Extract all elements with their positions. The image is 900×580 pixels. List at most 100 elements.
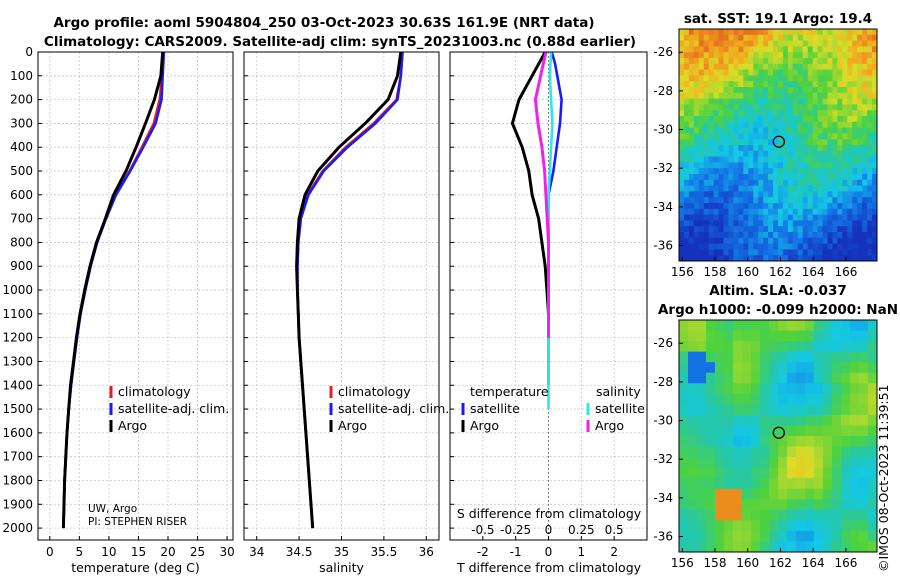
map-cell xyxy=(822,127,828,134)
map-cell xyxy=(733,150,739,157)
map-cell xyxy=(827,58,833,65)
map-cell xyxy=(688,162,695,169)
map-cell xyxy=(743,58,749,65)
map-cell xyxy=(862,81,868,88)
map-cell xyxy=(760,372,770,384)
map-cell xyxy=(867,249,873,256)
map-cell xyxy=(807,87,814,94)
map-cell xyxy=(850,541,860,553)
map-cell xyxy=(708,92,715,99)
map-cell xyxy=(852,150,858,157)
map-cell xyxy=(802,52,809,59)
map-cell xyxy=(723,58,729,65)
map-cell xyxy=(847,162,853,169)
map-cell xyxy=(822,87,828,94)
map-cell xyxy=(792,214,799,221)
map-cell xyxy=(708,226,715,233)
map-cell xyxy=(807,168,814,175)
map-cell xyxy=(823,351,833,363)
map-cell xyxy=(850,372,860,384)
map-cell xyxy=(841,457,851,469)
map-cell xyxy=(797,174,804,181)
map-cell xyxy=(763,58,769,65)
map-cell xyxy=(787,425,797,437)
map-cell xyxy=(778,226,784,233)
map-cell xyxy=(683,40,690,47)
map-cell xyxy=(812,214,818,221)
map-cell xyxy=(827,145,833,152)
map-cell xyxy=(738,208,744,215)
map-cell xyxy=(827,197,833,204)
map-cell xyxy=(814,446,824,458)
map-cell xyxy=(679,168,685,175)
map-cell xyxy=(688,436,698,447)
map-cell xyxy=(715,341,725,353)
map-cell xyxy=(787,81,794,88)
map-cell xyxy=(768,92,774,99)
map-cell xyxy=(832,330,842,342)
map-cell xyxy=(679,362,689,374)
map-cell xyxy=(763,116,769,123)
y-tick-label: 1600 xyxy=(2,426,33,440)
map-cell xyxy=(805,541,815,553)
map-cell xyxy=(807,75,814,82)
map-cell xyxy=(758,237,764,244)
map-cell xyxy=(837,110,843,117)
map-cell xyxy=(812,232,818,239)
map-cell xyxy=(807,116,814,123)
map-cell xyxy=(760,457,770,469)
map-cell xyxy=(852,75,858,82)
map-cell xyxy=(698,145,705,152)
map-cell xyxy=(753,29,759,36)
legend-s-argo-label: Argo xyxy=(595,418,624,433)
map-cell xyxy=(753,58,759,65)
map-cell xyxy=(738,81,744,88)
map-cell xyxy=(814,362,824,374)
map-cell xyxy=(792,110,799,117)
map-cell xyxy=(768,29,774,36)
map-cell xyxy=(683,185,690,192)
map-cell xyxy=(802,220,809,227)
map-cell xyxy=(724,467,734,479)
map-lon-label: 162 xyxy=(769,556,792,570)
map-cell xyxy=(797,29,804,36)
map-cell xyxy=(787,139,794,146)
map-cell xyxy=(814,341,824,353)
map-cell xyxy=(787,478,797,490)
map-cell xyxy=(758,92,764,99)
map-cell xyxy=(706,320,716,331)
map-cell xyxy=(797,255,804,262)
map-cell xyxy=(688,127,695,134)
map-cell xyxy=(850,436,860,447)
map-cell xyxy=(760,393,770,405)
map-cell xyxy=(742,457,752,469)
map-cell xyxy=(733,104,739,111)
map-cell xyxy=(706,541,716,553)
map-cell xyxy=(748,52,754,59)
map-cell xyxy=(792,150,799,157)
map-cell xyxy=(812,29,818,36)
map-cell xyxy=(807,121,814,128)
map-cell xyxy=(812,168,818,175)
map-cell xyxy=(713,243,719,250)
map-cell xyxy=(706,341,716,353)
map-cell xyxy=(778,320,788,331)
map-cell xyxy=(688,499,698,511)
map-cell xyxy=(742,467,752,479)
map-cell xyxy=(868,446,878,458)
map-cell xyxy=(797,127,804,134)
map-cell xyxy=(832,320,842,331)
map-cell xyxy=(832,255,838,262)
map-cell xyxy=(698,162,705,169)
map-cell xyxy=(693,214,700,221)
map-cell xyxy=(723,81,729,88)
map-cell xyxy=(715,414,725,426)
figure-title-line2: Climatology: CARS2009. Satellite-adj cli… xyxy=(44,34,636,50)
map-cell xyxy=(698,156,705,163)
map-cell xyxy=(688,46,695,53)
map-cell xyxy=(797,237,804,244)
map-cell xyxy=(842,150,848,157)
map-cell xyxy=(713,237,719,244)
map-cell xyxy=(751,372,761,384)
map-cell xyxy=(763,232,769,239)
